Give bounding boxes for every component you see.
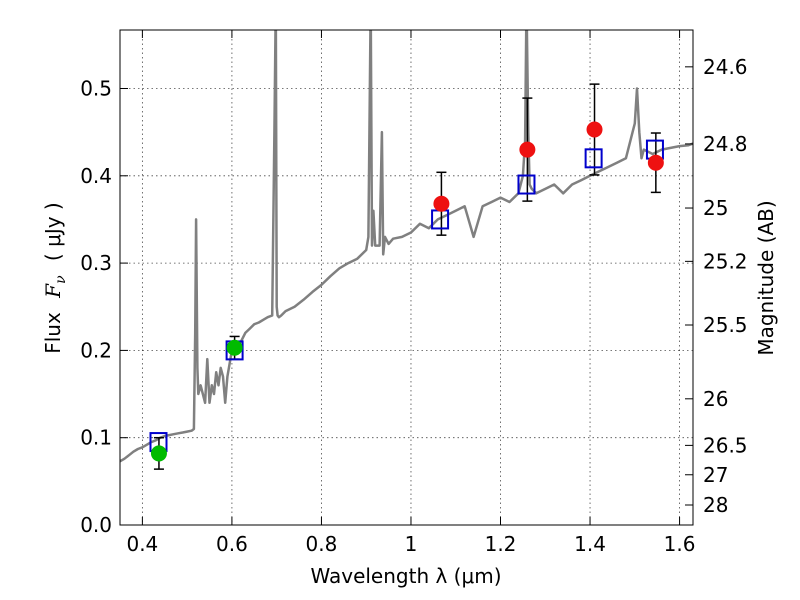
- y-tick-label: 0.4: [80, 164, 112, 188]
- y2-tick-label: 24.6: [703, 55, 748, 79]
- y-tick-label: 0.3: [80, 251, 112, 275]
- y2-tick-label: 25.2: [703, 249, 748, 273]
- plot-frame: [119, 29, 694, 526]
- y2-tick-label: 28: [703, 493, 728, 517]
- axis-ticks: 0.4 0.6 0.8 1 1.2 1.4 1.6 0.0 0.1 0.2 0.3 0.4 0.5 24.…: [80, 30, 748, 556]
- x-tick-label: 1.6: [664, 532, 696, 556]
- grid-lines: [120, 30, 693, 526]
- y2-tick-label: 25.5: [703, 313, 748, 337]
- y2-tick-label: 26.5: [703, 433, 748, 457]
- model-spectrum-series: [120, 30, 693, 463]
- observed-flux-red-point: [586, 121, 603, 138]
- x-tick-label: 0.4: [126, 532, 158, 556]
- observed-flux-red-point: [519, 141, 536, 158]
- y-axis-label: Flux Fν ( μJy ): [41, 202, 70, 354]
- y2-axis-label: Magnitude (AB): [754, 200, 778, 355]
- y2-tick-label: 27: [703, 463, 728, 487]
- y-tick-label: 0.0: [80, 513, 112, 537]
- synthetic-flux-square: [584, 148, 603, 169]
- x-tick-label: 1.4: [574, 532, 606, 556]
- y2-tick-label: 26: [703, 387, 728, 411]
- y-tick-label: 0.1: [80, 426, 112, 450]
- observed-flux-red-point: [433, 195, 450, 212]
- x-tick-label: 0.8: [306, 532, 338, 556]
- data-markers: [149, 121, 664, 462]
- x-tick-label: 0.6: [216, 532, 248, 556]
- x-tick-label: 1.2: [485, 532, 517, 556]
- x-tick-label: 1: [405, 532, 418, 556]
- y2-tick-label: 25: [703, 196, 728, 220]
- model-spectrum-line: [120, 30, 693, 463]
- y-tick-label: 0.5: [80, 76, 112, 100]
- y2-tick-label: 24.8: [703, 132, 748, 156]
- synthetic-flux-square: [517, 174, 536, 195]
- y-tick-label: 0.2: [80, 338, 112, 362]
- observed-flux-green-point: [226, 339, 243, 356]
- observed-flux-red-point: [647, 154, 664, 171]
- x-axis-label: Wavelength λ (μm): [310, 564, 501, 588]
- observed-flux-green-point: [150, 445, 167, 462]
- error-bars: [153, 83, 661, 470]
